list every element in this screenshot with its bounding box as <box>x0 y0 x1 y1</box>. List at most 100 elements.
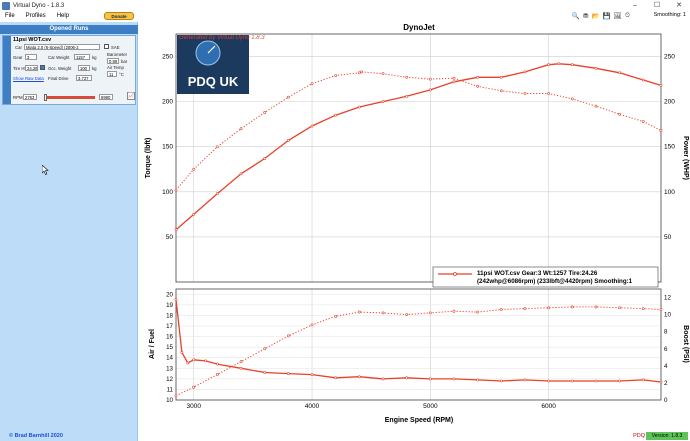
torque-series-point <box>263 111 267 114</box>
air-fuel-series-point <box>180 351 184 354</box>
bottom-plot-frame <box>175 288 662 401</box>
zoom-icon[interactable]: 🔍 <box>571 13 581 20</box>
y-tick-label-left: 100 <box>162 189 173 196</box>
torque-series-point <box>594 104 598 108</box>
y-label-left-bottom: Air / Fuel <box>149 329 156 359</box>
car-weight-field[interactable]: 1157 <box>74 54 90 60</box>
torque-series-point <box>381 72 385 76</box>
power-series-point <box>499 75 503 79</box>
power-series-point <box>334 113 338 117</box>
y-label-right-top: Power (WHP) <box>682 136 689 180</box>
boost-series-point <box>476 310 480 314</box>
graph-icon[interactable]: 📈 <box>127 92 135 100</box>
boost-series-point <box>381 311 385 315</box>
y-tick-label-left: 13 <box>166 365 173 372</box>
power-series-point <box>659 84 663 87</box>
air-fuel-series-point <box>594 379 598 383</box>
air-fuel-series-line <box>175 299 662 383</box>
air-fuel-series-point <box>174 298 178 301</box>
x-tick-label: 5000 <box>423 403 438 410</box>
open-folder-icon[interactable]: 📂 <box>591 13 600 20</box>
y-tick-label-left: 10 <box>166 397 173 404</box>
y-tick-label-left: 250 <box>162 54 173 61</box>
legend: 11psi WOT.csv Gear:3 Wt:1257 Tire:24.26 … <box>432 266 659 288</box>
rpm-slider-handle[interactable] <box>44 94 47 101</box>
color-swatch[interactable] <box>40 65 45 70</box>
boost-series-point <box>641 307 645 311</box>
power-series-point <box>192 212 196 216</box>
barometer-field[interactable]: 0.99 <box>107 58 119 64</box>
minimize-button[interactable]: – <box>633 2 637 9</box>
power-series-point <box>286 139 290 142</box>
title-bar: Virtual Dyno - 1.8.3 – ☐ ✕ <box>0 0 690 11</box>
gauge-icon[interactable]: ⏲ <box>624 12 630 19</box>
boost-series-point <box>174 394 178 398</box>
y-tick-label-left: 50 <box>166 234 174 241</box>
boost-series-point <box>428 311 432 315</box>
filter-icon[interactable]: ⛃ <box>583 13 589 20</box>
y-tick-label-right: 200 <box>664 99 675 106</box>
run-color-tab[interactable] <box>3 36 11 104</box>
chart-area: 🔍 ⛃ 📂 💾 🖼 ⏲ Smoothing: 1 DynoJet PDQ UK … <box>138 12 690 432</box>
torque-series-point <box>476 84 480 88</box>
menu-profiles[interactable]: Profiles <box>25 13 46 19</box>
final-drive-field[interactable]: 3.727 <box>76 75 92 81</box>
rpm-range-slider[interactable] <box>45 96 95 99</box>
power-series-point <box>428 88 432 92</box>
top-plot-frame <box>175 33 662 283</box>
car-select[interactable]: Miata 2.0 (6-Speed) (2006-2 <box>24 44 100 50</box>
x-axis-label: Engine Speed (RPM) <box>385 417 453 424</box>
air-fuel-series-point <box>381 377 385 381</box>
power-series-point <box>523 70 527 74</box>
air-fuel-series-point <box>570 379 574 383</box>
air-fuel-series-point <box>618 379 621 383</box>
rpm-min-field[interactable]: 2763 <box>23 94 37 100</box>
menu-file[interactable]: File <box>5 13 15 19</box>
smoothing-label[interactable]: Smoothing: 1 <box>653 12 686 18</box>
profile-status: PDQ <box>633 433 645 439</box>
watermark: Generated by Virtual Dyno 1.8.3 <box>179 35 265 41</box>
window-controls: – ☐ ✕ <box>624 0 690 11</box>
air-temp-label: Air Temp <box>107 65 124 70</box>
torque-series-point <box>452 76 456 80</box>
air-fuel-series-point <box>547 379 551 383</box>
boost-series-point <box>405 313 409 317</box>
maximize-button[interactable]: ☐ <box>653 2 661 9</box>
air-fuel-series-point <box>334 376 338 380</box>
logo-text: PDQ UK <box>188 74 239 89</box>
legend-line2: (242whp@6086rpm) (233lbft@4420rpm) Smoot… <box>477 278 633 285</box>
torque-series-point <box>499 89 503 93</box>
x-tick-label: 3000 <box>187 403 202 410</box>
power-series-point <box>570 63 574 67</box>
gear-select[interactable]: 3 <box>25 54 37 60</box>
y-tick-label-right: 150 <box>664 144 675 151</box>
air-temp-field[interactable]: 11 <box>107 71 117 77</box>
power-series-point <box>452 80 456 84</box>
barometer-unit: bar <box>121 59 128 64</box>
menu-help[interactable]: Help <box>56 13 70 19</box>
occ-weight-field[interactable]: 100 <box>78 65 90 71</box>
show-raw-data-link[interactable]: Show Raw Data <box>13 76 44 81</box>
power-series-point <box>618 71 621 75</box>
sae-label: SAE <box>111 45 120 50</box>
sae-checkbox[interactable] <box>104 44 109 49</box>
y-tick-label-left: 11 <box>167 386 174 393</box>
torque-series-point <box>286 95 290 99</box>
donate-button[interactable]: Donate <box>104 11 134 20</box>
y-tick-label-right: 100 <box>664 189 675 196</box>
boost-series-point <box>452 309 456 313</box>
tire-field[interactable]: 24.26 <box>25 65 38 71</box>
save-icon[interactable]: 💾 <box>602 13 611 20</box>
legend-line1: 11psi WOT.csv Gear:3 Wt:1257 Tire:24.26 <box>477 270 598 277</box>
close-button[interactable]: ✕ <box>676 2 682 9</box>
air-fuel-series-point <box>428 377 432 381</box>
image-icon[interactable]: 🖼 <box>613 13 622 20</box>
power-series-point <box>476 75 480 79</box>
rpm-max-field[interactable]: 6980 <box>99 94 113 100</box>
air-fuel-series-point <box>476 378 480 382</box>
power-series-point <box>405 94 409 98</box>
torque-series-point <box>547 92 551 95</box>
boost-series-point <box>216 372 219 376</box>
legend-marker <box>453 272 457 276</box>
bottom-grid <box>176 289 661 401</box>
